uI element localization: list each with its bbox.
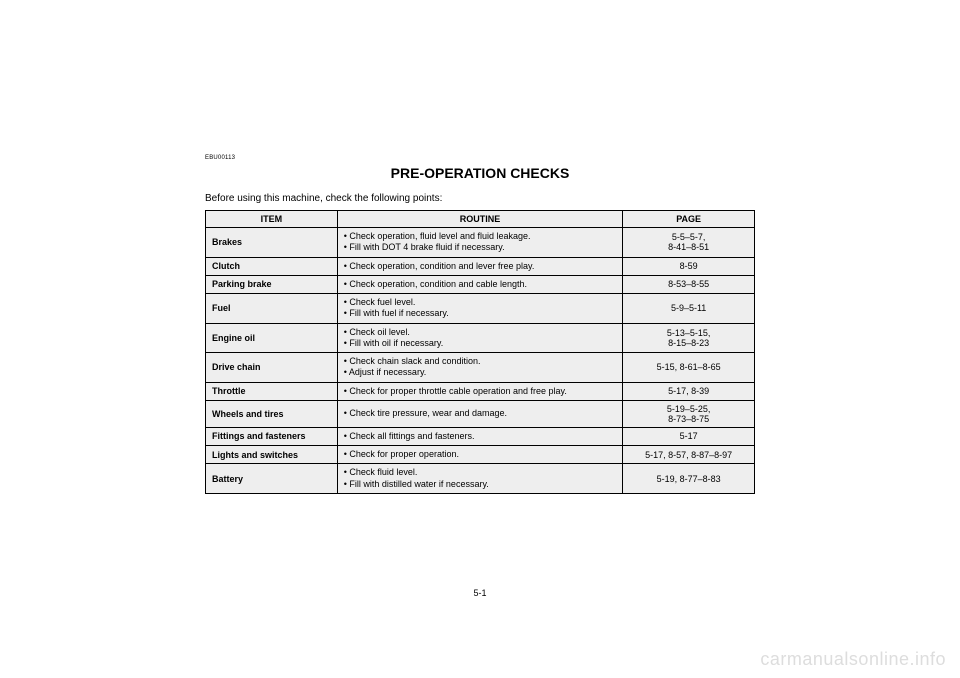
table-row: Fittings and fasteners • Check all fitti… bbox=[206, 427, 755, 445]
routine-line: • Check chain slack and condition. bbox=[344, 356, 616, 367]
routine-line: • Check fuel level. bbox=[344, 297, 616, 308]
table-row: Lights and switches • Check for proper o… bbox=[206, 446, 755, 464]
page-cell: 5-17 bbox=[623, 427, 755, 445]
routine-cell: • Check fuel level. • Fill with fuel if … bbox=[337, 294, 622, 324]
routine-cell: • Check tire pressure, wear and damage. bbox=[337, 400, 622, 427]
routine-cell: • Check for proper throttle cable operat… bbox=[337, 382, 622, 400]
table-row: Wheels and tires • Check tire pressure, … bbox=[206, 400, 755, 427]
routine-line: • Fill with fuel if necessary. bbox=[344, 308, 616, 319]
routine-line: • Check all fittings and fasteners. bbox=[344, 431, 616, 442]
page-cell: 5-17, 8-39 bbox=[623, 382, 755, 400]
item-cell: Parking brake bbox=[206, 275, 338, 293]
item-cell: Clutch bbox=[206, 257, 338, 275]
table-row: Throttle • Check for proper throttle cab… bbox=[206, 382, 755, 400]
table-body: Brakes • Check operation, fluid level an… bbox=[206, 228, 755, 494]
item-cell: Lights and switches bbox=[206, 446, 338, 464]
document-code: EBU00113 bbox=[205, 155, 755, 161]
header-page: PAGE bbox=[623, 211, 755, 228]
routine-line: • Check operation, fluid level and fluid… bbox=[344, 231, 616, 242]
table-header-row: ITEM ROUTINE PAGE bbox=[206, 211, 755, 228]
routine-line: • Check for proper throttle cable operat… bbox=[344, 386, 616, 397]
routine-line: • Check for proper operation. bbox=[344, 449, 616, 460]
routine-cell: • Check oil level. • Fill with oil if ne… bbox=[337, 323, 622, 353]
page-number: 5-1 bbox=[0, 588, 960, 598]
item-cell: Fittings and fasteners bbox=[206, 427, 338, 445]
item-cell: Throttle bbox=[206, 382, 338, 400]
page-cell: 5-15, 8-61–8-65 bbox=[623, 353, 755, 383]
table-row: Parking brake • Check operation, conditi… bbox=[206, 275, 755, 293]
page-cell: 5-13–5-15,8-15–8-23 bbox=[623, 323, 755, 353]
table-row: Clutch • Check operation, condition and … bbox=[206, 257, 755, 275]
page-cell: 8-53–8-55 bbox=[623, 275, 755, 293]
routine-cell: • Check chain slack and condition. • Adj… bbox=[337, 353, 622, 383]
routine-line: • Check operation, condition and lever f… bbox=[344, 261, 616, 272]
routine-line: • Check oil level. bbox=[344, 327, 616, 338]
page-cell: 5-19–5-25,8-73–8-75 bbox=[623, 400, 755, 427]
item-cell: Brakes bbox=[206, 228, 338, 258]
routine-cell: • Check operation, fluid level and fluid… bbox=[337, 228, 622, 258]
page-cell: 5-9–5-11 bbox=[623, 294, 755, 324]
table-row: Drive chain • Check chain slack and cond… bbox=[206, 353, 755, 383]
item-cell: Fuel bbox=[206, 294, 338, 324]
table-row: Battery • Check fluid level. • Fill with… bbox=[206, 464, 755, 494]
routine-line: • Fill with distilled water if necessary… bbox=[344, 479, 616, 490]
routine-line: • Check operation, condition and cable l… bbox=[344, 279, 616, 290]
routine-line: • Check fluid level. bbox=[344, 467, 616, 478]
routine-cell: • Check all fittings and fasteners. bbox=[337, 427, 622, 445]
checks-table: ITEM ROUTINE PAGE Brakes • Check operati… bbox=[205, 210, 755, 494]
page-cell: 5-5–5-7,8-41–8-51 bbox=[623, 228, 755, 258]
page-cell: 5-17, 8-57, 8-87–8-97 bbox=[623, 446, 755, 464]
item-cell: Drive chain bbox=[206, 353, 338, 383]
item-cell: Engine oil bbox=[206, 323, 338, 353]
routine-line: • Check tire pressure, wear and damage. bbox=[344, 408, 616, 419]
table-row: Fuel • Check fuel level. • Fill with fue… bbox=[206, 294, 755, 324]
page-cell: 5-19, 8-77–8-83 bbox=[623, 464, 755, 494]
manual-page: EBU00113 PRE-OPERATION CHECKS Before usi… bbox=[0, 0, 960, 678]
page-title: PRE-OPERATION CHECKS bbox=[205, 165, 755, 181]
routine-cell: • Check fluid level. • Fill with distill… bbox=[337, 464, 622, 494]
header-item: ITEM bbox=[206, 211, 338, 228]
table-row: Engine oil • Check oil level. • Fill wit… bbox=[206, 323, 755, 353]
header-routine: ROUTINE bbox=[337, 211, 622, 228]
routine-cell: • Check operation, condition and lever f… bbox=[337, 257, 622, 275]
intro-text: Before using this machine, check the fol… bbox=[205, 193, 755, 204]
page-cell: 8-59 bbox=[623, 257, 755, 275]
routine-cell: • Check for proper operation. bbox=[337, 446, 622, 464]
routine-line: • Adjust if necessary. bbox=[344, 367, 616, 378]
item-cell: Battery bbox=[206, 464, 338, 494]
table-row: Brakes • Check operation, fluid level an… bbox=[206, 228, 755, 258]
routine-line: • Fill with oil if necessary. bbox=[344, 338, 616, 349]
watermark-text: carmanualsonline.info bbox=[760, 649, 946, 670]
routine-line: • Fill with DOT 4 brake fluid if necessa… bbox=[344, 242, 616, 253]
item-cell: Wheels and tires bbox=[206, 400, 338, 427]
routine-cell: • Check operation, condition and cable l… bbox=[337, 275, 622, 293]
